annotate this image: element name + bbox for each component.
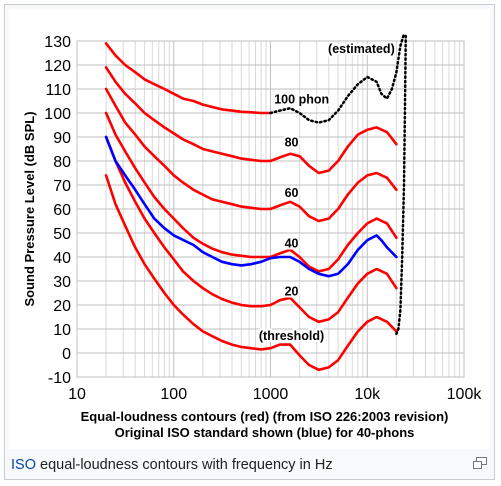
x-tick-label: 100k — [447, 386, 483, 403]
image-caption: ISO equal-loudness contours with frequen… — [11, 457, 333, 473]
curve-label: 40 — [285, 236, 299, 250]
contour-curve-1 — [104, 135, 398, 324]
plot-frame — [76, 40, 465, 378]
contour-curve-3 — [104, 87, 398, 223]
curve-label: 80 — [285, 136, 299, 150]
y-axis-title: Sound Pressure Level (dB SPL) — [22, 111, 37, 306]
estimated-curve-6 — [269, 32, 406, 124]
y-tick-label: 70 — [53, 178, 71, 195]
curve-label: (threshold) — [259, 329, 324, 343]
x-tick-label: 1000 — [253, 386, 289, 403]
x-axis-title-line1: Equal-loudness contours (red) (from ISO … — [81, 409, 449, 424]
y-tick-label: 80 — [53, 154, 71, 171]
contour-curve-5 — [104, 42, 272, 115]
y-tick-label: 130 — [44, 34, 71, 51]
original-iso-curve-8 — [104, 135, 398, 278]
x-tick-label: 10k — [354, 386, 381, 403]
contour-curve-4 — [104, 66, 398, 175]
y-tick-label: 110 — [45, 82, 71, 99]
image-thumbnail-frame: 130 120 110 100 90 80 70 60 50 40 30 20 10 0 -10 10 100 1… — [4, 4, 495, 480]
y-tick-label: 20 — [53, 298, 71, 315]
caption-link-iso[interactable]: ISO — [11, 457, 36, 473]
curve-label: 60 — [285, 186, 299, 200]
y-tick-label: -10 — [48, 370, 71, 387]
y-tick-label: 120 — [44, 58, 71, 75]
y-tick-label: 100 — [44, 106, 71, 123]
contour-curve-0 — [104, 174, 398, 372]
y-tick-label: 10 — [53, 322, 71, 339]
curve-label: (estimated) — [328, 42, 395, 56]
y-tick-label: 60 — [53, 202, 71, 219]
curve-label: 20 — [285, 284, 299, 298]
chart-figure[interactable]: 130 120 110 100 90 80 70 60 50 40 30 20 10 0 -10 10 100 1… — [9, 9, 490, 449]
enlarge-icon[interactable] — [473, 457, 487, 469]
y-tick-label: 0 — [62, 346, 71, 363]
y-tick-label: 40 — [53, 250, 71, 267]
y-tick-label: 30 — [53, 274, 71, 291]
curve-label: 100 phon — [274, 92, 329, 106]
estimated-curve-7 — [395, 32, 408, 336]
contour-curve-2 — [104, 111, 398, 273]
x-axis-title-line2: Original ISO standard shown (blue) for 4… — [115, 425, 415, 440]
y-tick-label: 90 — [53, 130, 71, 147]
caption-text: equal-loudness contours with frequency i… — [35, 457, 333, 473]
x-tick-label: 10 — [68, 386, 86, 403]
x-tick-label: 100 — [160, 386, 187, 403]
y-tick-label: 50 — [53, 226, 71, 243]
